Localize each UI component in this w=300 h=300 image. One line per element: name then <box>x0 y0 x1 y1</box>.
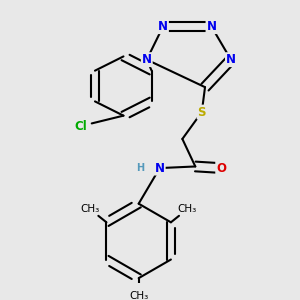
Text: CH₃: CH₃ <box>178 204 197 214</box>
Text: O: O <box>216 162 226 175</box>
Text: H: H <box>136 163 144 173</box>
Text: CH₃: CH₃ <box>129 291 148 300</box>
Text: N: N <box>155 162 165 175</box>
Text: N: N <box>158 20 168 33</box>
Text: CH₃: CH₃ <box>81 204 100 214</box>
Text: N: N <box>206 20 217 33</box>
Text: N: N <box>226 53 236 66</box>
Text: N: N <box>142 53 152 66</box>
Text: Cl: Cl <box>74 120 87 133</box>
Text: S: S <box>197 106 206 118</box>
